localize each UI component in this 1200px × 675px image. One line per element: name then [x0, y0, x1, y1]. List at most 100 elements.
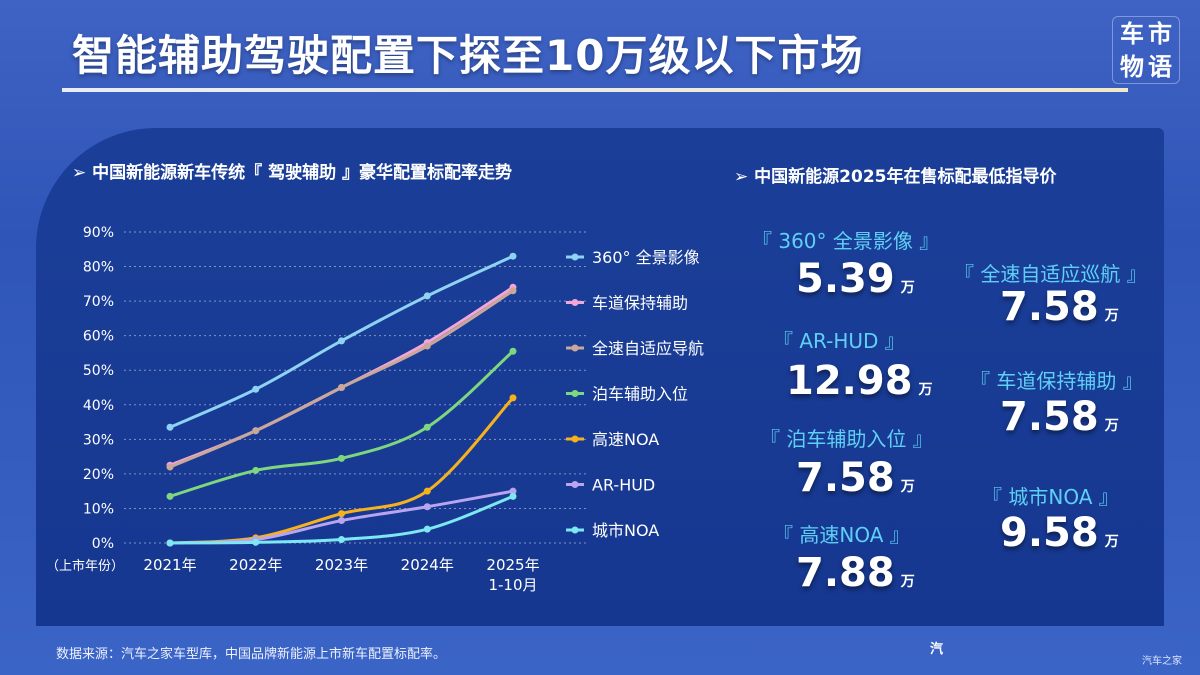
legend-marker — [571, 299, 579, 306]
price-unit: 万 — [918, 382, 933, 398]
legend-label: 泊车辅助入位 — [592, 385, 688, 404]
data-point — [338, 510, 345, 518]
price-label-highway-noa: 『 高速NOA 』 — [773, 523, 910, 547]
legend-label: 高速NOA — [592, 430, 659, 449]
x-axis-prefix: （上市年份） — [46, 558, 124, 574]
logo-char: 物 — [1120, 52, 1144, 81]
data-point — [252, 538, 260, 546]
price-label-acc: 『 全速自适应巡航 』 — [954, 262, 1147, 286]
legend-marker — [571, 481, 579, 488]
series-line — [168, 289, 515, 469]
x-tick-label: 2023年 — [315, 556, 368, 574]
y-tick-label: 60% — [83, 329, 114, 345]
price-value: 9.58 — [1000, 510, 1099, 556]
x-tick-label: 2022年 — [229, 556, 282, 574]
data-point — [338, 517, 345, 525]
x-tick-label: 2025年 — [486, 556, 539, 574]
data-point — [338, 454, 345, 462]
y-tick-label: 30% — [83, 432, 114, 448]
data-point — [509, 394, 517, 402]
data-point — [338, 536, 345, 544]
data-point — [338, 384, 345, 391]
legend-label: AR-HUD — [592, 476, 655, 495]
line-chart: 90% 80% 70% 60% 50% 40% 30% 20% 10% 0% （上市年份） 2021年… — [46, 225, 704, 594]
data-point — [509, 492, 517, 500]
price-city-noa: 9.58 万 — [1000, 510, 1119, 556]
brand-logo: 车 市 物 语 — [1112, 16, 1180, 84]
data-point — [509, 252, 517, 260]
price-value: 7.88 — [796, 550, 895, 596]
price-highway-noa: 7.88 万 — [796, 550, 915, 596]
watermark-icon: 汽车之家 — [1142, 656, 1182, 667]
x-tick-label: 2024年 — [401, 556, 454, 574]
data-point — [166, 492, 174, 500]
data-point — [423, 292, 431, 300]
data-point — [423, 525, 431, 533]
data-point — [509, 287, 517, 295]
legend-label: 360° 全景影像 — [592, 248, 700, 267]
data-point — [252, 466, 260, 474]
price-360: 5.39 万 — [796, 256, 915, 302]
data-point — [423, 342, 431, 350]
legend-marker — [571, 526, 579, 534]
legend-marker — [571, 390, 579, 397]
price-value: 7.58 — [1000, 284, 1099, 330]
x-tick-label: 1-10月 — [488, 576, 537, 594]
price-value: 12.98 — [786, 358, 913, 404]
y-tick-label: 90% — [83, 225, 114, 241]
data-point — [252, 427, 260, 435]
legend-marker — [571, 435, 579, 443]
price-value: 5.39 — [796, 256, 895, 302]
page-title: 智能辅助驾驶配置下探至10万级以下市场 — [72, 31, 864, 80]
series-line — [168, 349, 515, 498]
legend-marker — [571, 253, 579, 261]
data-point — [338, 337, 345, 345]
data-point — [166, 463, 174, 471]
y-tick-label: 70% — [83, 294, 114, 310]
y-tick-label: 10% — [83, 501, 114, 517]
price-label-lka: 『 车道保持辅助 』 — [970, 369, 1143, 393]
logo-char: 车 — [1120, 19, 1144, 48]
prices-subtitle: ➢ 中国新能源2025年在售标配最低指导价 — [734, 167, 1057, 187]
price-unit: 万 — [1104, 308, 1119, 324]
title-divider — [62, 88, 1128, 92]
y-tick-label: 0% — [92, 536, 114, 552]
data-source-note: 数据来源：汽车之家车型库，中国品牌新能源上市新车配置标配率。 — [56, 647, 447, 662]
logo-char: 市 — [1148, 19, 1172, 48]
y-tick-label: 20% — [83, 467, 114, 483]
legend-marker — [571, 344, 579, 352]
chart-subtitle: ➢ 中国新能源新车传统『 驾驶辅助 』豪华配置标配率走势 — [72, 163, 512, 183]
price-arhud: 12.98 万 — [786, 358, 933, 404]
price-value: 7.58 — [1000, 394, 1099, 440]
logo-char: 语 — [1148, 52, 1172, 81]
data-point — [252, 385, 260, 393]
y-tick-label: 80% — [83, 260, 114, 276]
y-tick-label: 50% — [83, 363, 114, 379]
price-parking: 7.58 万 — [796, 455, 915, 501]
price-value: 7.58 — [796, 455, 895, 501]
data-point — [509, 347, 517, 355]
price-label-arhud: 『 AR-HUD 』 — [773, 329, 905, 353]
legend-label: 车道保持辅助 — [592, 294, 688, 313]
y-tick-label: 40% — [83, 398, 114, 414]
data-point — [166, 423, 174, 431]
data-point — [166, 539, 174, 547]
price-acc: 7.58 万 — [1000, 284, 1119, 330]
data-point — [509, 487, 517, 495]
price-label-city-noa: 『 城市NOA 』 — [982, 485, 1119, 509]
x-tick-label: 2021年 — [143, 556, 196, 574]
watermark-brand: 汽 — [930, 642, 944, 657]
price-unit: 万 — [1104, 418, 1119, 434]
data-point — [423, 487, 431, 495]
price-unit: 万 — [900, 574, 915, 590]
legend-label: 城市NOA — [592, 521, 659, 540]
price-unit: 万 — [900, 280, 915, 296]
series-line — [168, 285, 515, 467]
price-label-parking: 『 泊车辅助入位 』 — [760, 427, 933, 451]
data-point — [423, 423, 431, 431]
price-unit: 万 — [900, 479, 915, 495]
price-lka: 7.58 万 — [1000, 394, 1119, 440]
data-point — [423, 503, 431, 511]
price-unit: 万 — [1104, 534, 1119, 550]
price-label-360: 『 360° 全景影像 』 — [752, 229, 940, 253]
